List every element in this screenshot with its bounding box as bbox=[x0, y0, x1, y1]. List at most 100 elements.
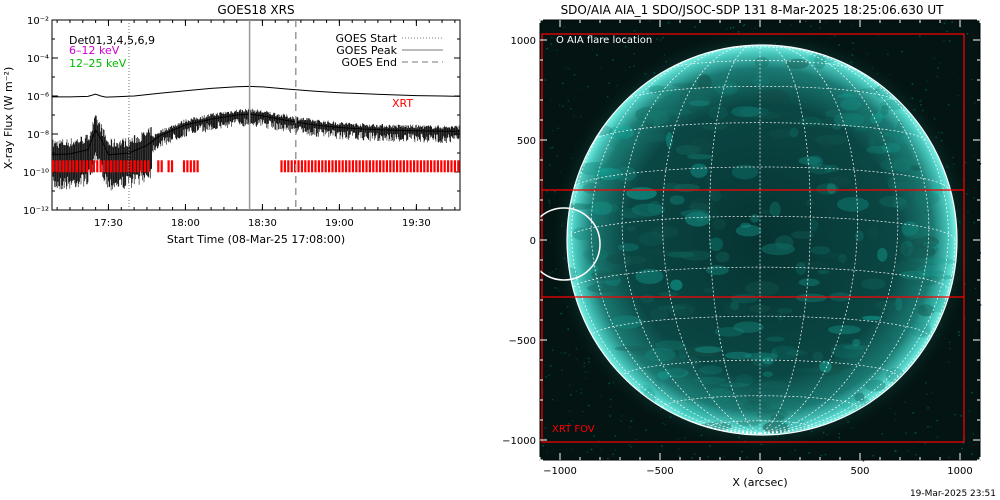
sun-texture-blob bbox=[914, 169, 923, 178]
aia-speckle-dot bbox=[912, 412, 914, 414]
aia-speckle-dot bbox=[930, 426, 932, 428]
sun-texture-blob bbox=[635, 106, 663, 122]
sun-texture-blob bbox=[919, 270, 945, 275]
aia-speckle-dot bbox=[858, 20, 861, 23]
aia-speckle-dot bbox=[667, 22, 670, 24]
sun-texture-blob bbox=[894, 129, 910, 145]
aia-speckle-dot bbox=[575, 390, 578, 393]
sun-texture-blob bbox=[932, 275, 955, 280]
xrt-coverage-bar bbox=[338, 160, 341, 173]
aia-speckle-dot bbox=[545, 375, 547, 378]
sun-texture-blob bbox=[765, 336, 785, 342]
aia-speckle-dot bbox=[575, 347, 578, 350]
aia-speckle-dot bbox=[838, 436, 841, 439]
aia-speckle-dot bbox=[601, 36, 604, 39]
legend-goes-peak: GOES Peak bbox=[336, 44, 397, 57]
xrt-coverage-bar bbox=[399, 160, 402, 173]
sun-texture-blob bbox=[671, 82, 705, 88]
aia-speckle-dot bbox=[931, 392, 933, 394]
aia-speckle-dot bbox=[548, 275, 551, 277]
aia-speckle-dot bbox=[550, 98, 553, 101]
sun-texture-blob bbox=[594, 284, 603, 290]
sun-texture-blob bbox=[582, 247, 613, 262]
sun-texture-blob bbox=[854, 125, 868, 132]
aia-speckle-dot bbox=[790, 451, 792, 453]
sun-texture-blob bbox=[622, 211, 652, 219]
aia-speckle-dot bbox=[629, 426, 631, 428]
aia-speckle-dot bbox=[548, 204, 551, 207]
sun-texture-blob bbox=[870, 113, 883, 125]
aia-speckle-dot bbox=[924, 442, 927, 445]
aia-speckle-dot bbox=[565, 67, 567, 70]
sun-texture-blob bbox=[657, 371, 671, 380]
xrt-coverage-bar bbox=[182, 160, 186, 173]
sun-texture-blob bbox=[785, 58, 809, 69]
sun-texture-blob bbox=[657, 305, 687, 310]
sun-texture-blob bbox=[870, 358, 887, 367]
aia-speckle-dot bbox=[581, 410, 584, 413]
aia-speckle-dot bbox=[624, 69, 627, 71]
aia-speckle-dot bbox=[552, 129, 554, 132]
sun-texture-blob bbox=[670, 279, 683, 291]
xrt-coverage-bar bbox=[341, 160, 344, 173]
sun-texture-blob bbox=[777, 307, 793, 314]
aia-speckle-dot bbox=[628, 444, 630, 446]
aia-speckle-dot bbox=[549, 164, 551, 166]
aia-speckle-dot bbox=[872, 455, 874, 457]
aia-speckle-dot bbox=[575, 358, 578, 361]
sun-texture-blob bbox=[678, 343, 688, 360]
aia-speckle-dot bbox=[878, 34, 880, 37]
aia-speckle-dot bbox=[550, 36, 553, 39]
sun-texture-blob bbox=[745, 281, 779, 297]
sun-texture-blob bbox=[712, 218, 726, 230]
aia-speckle-dot bbox=[600, 66, 603, 69]
aia-speckle-dot bbox=[743, 24, 746, 26]
aia-speckle-dot bbox=[612, 59, 614, 61]
xrt-coverage-bar bbox=[402, 160, 405, 173]
sun-texture-blob bbox=[650, 226, 679, 238]
aia-speckle-dot bbox=[564, 352, 566, 354]
aia-speckle-dot bbox=[544, 427, 546, 429]
sun-texture-blob bbox=[733, 321, 764, 333]
sun-texture-blob bbox=[626, 226, 636, 231]
aia-speckle-dot bbox=[944, 64, 946, 67]
xrt-coverage-bar bbox=[389, 160, 392, 173]
xrt-coverage-bar bbox=[419, 160, 422, 173]
sun-texture-blob bbox=[703, 288, 715, 293]
aia-speckle-dot bbox=[567, 328, 569, 330]
xrt-coverage-bar bbox=[193, 160, 196, 173]
aia-speckle-dot bbox=[630, 446, 632, 448]
sun-texture-blob bbox=[669, 303, 695, 317]
sun-texture-blob bbox=[699, 365, 723, 375]
aia-speckle-dot bbox=[556, 399, 558, 402]
sun-texture-blob bbox=[836, 197, 869, 212]
aia-speckle-dot bbox=[933, 57, 936, 60]
aia-speckle-dot bbox=[554, 190, 556, 193]
aia-speckle-dot bbox=[610, 398, 612, 401]
goes-y-tick-label: 10⁻⁴ bbox=[27, 54, 49, 65]
sun-texture-blob bbox=[587, 283, 621, 293]
xrt-coverage-bar bbox=[126, 160, 129, 173]
xrt-coverage-bar bbox=[65, 160, 68, 173]
xrt-coverage-bar bbox=[137, 160, 140, 173]
aia-speckle-dot bbox=[936, 75, 938, 78]
aia-speckle-dot bbox=[741, 450, 743, 453]
aia-speckle-dot bbox=[894, 413, 896, 415]
sun-texture-blob bbox=[675, 145, 701, 156]
xrt-coverage-bar bbox=[189, 160, 192, 173]
sun-texture-blob bbox=[798, 278, 820, 287]
aia-speckle-dot bbox=[550, 43, 552, 45]
sun-texture-blob bbox=[891, 182, 913, 190]
aia-speckle-dot bbox=[960, 415, 962, 417]
goes-y-axis-label: X-ray Flux (W m⁻²) bbox=[2, 67, 15, 169]
goes-short-noise bbox=[52, 108, 460, 191]
sun-texture-blob bbox=[826, 183, 837, 194]
sun-texture-blob bbox=[631, 203, 665, 217]
sun-texture-blob bbox=[682, 86, 713, 96]
xrt-coverage-bar bbox=[58, 160, 61, 173]
sun-texture-blob bbox=[731, 164, 759, 180]
aia-y-tick-label: −1000 bbox=[502, 436, 536, 447]
sun-texture-blob bbox=[840, 98, 862, 111]
aia-speckle-dot bbox=[973, 221, 976, 224]
aia-speckle-dot bbox=[890, 437, 892, 439]
